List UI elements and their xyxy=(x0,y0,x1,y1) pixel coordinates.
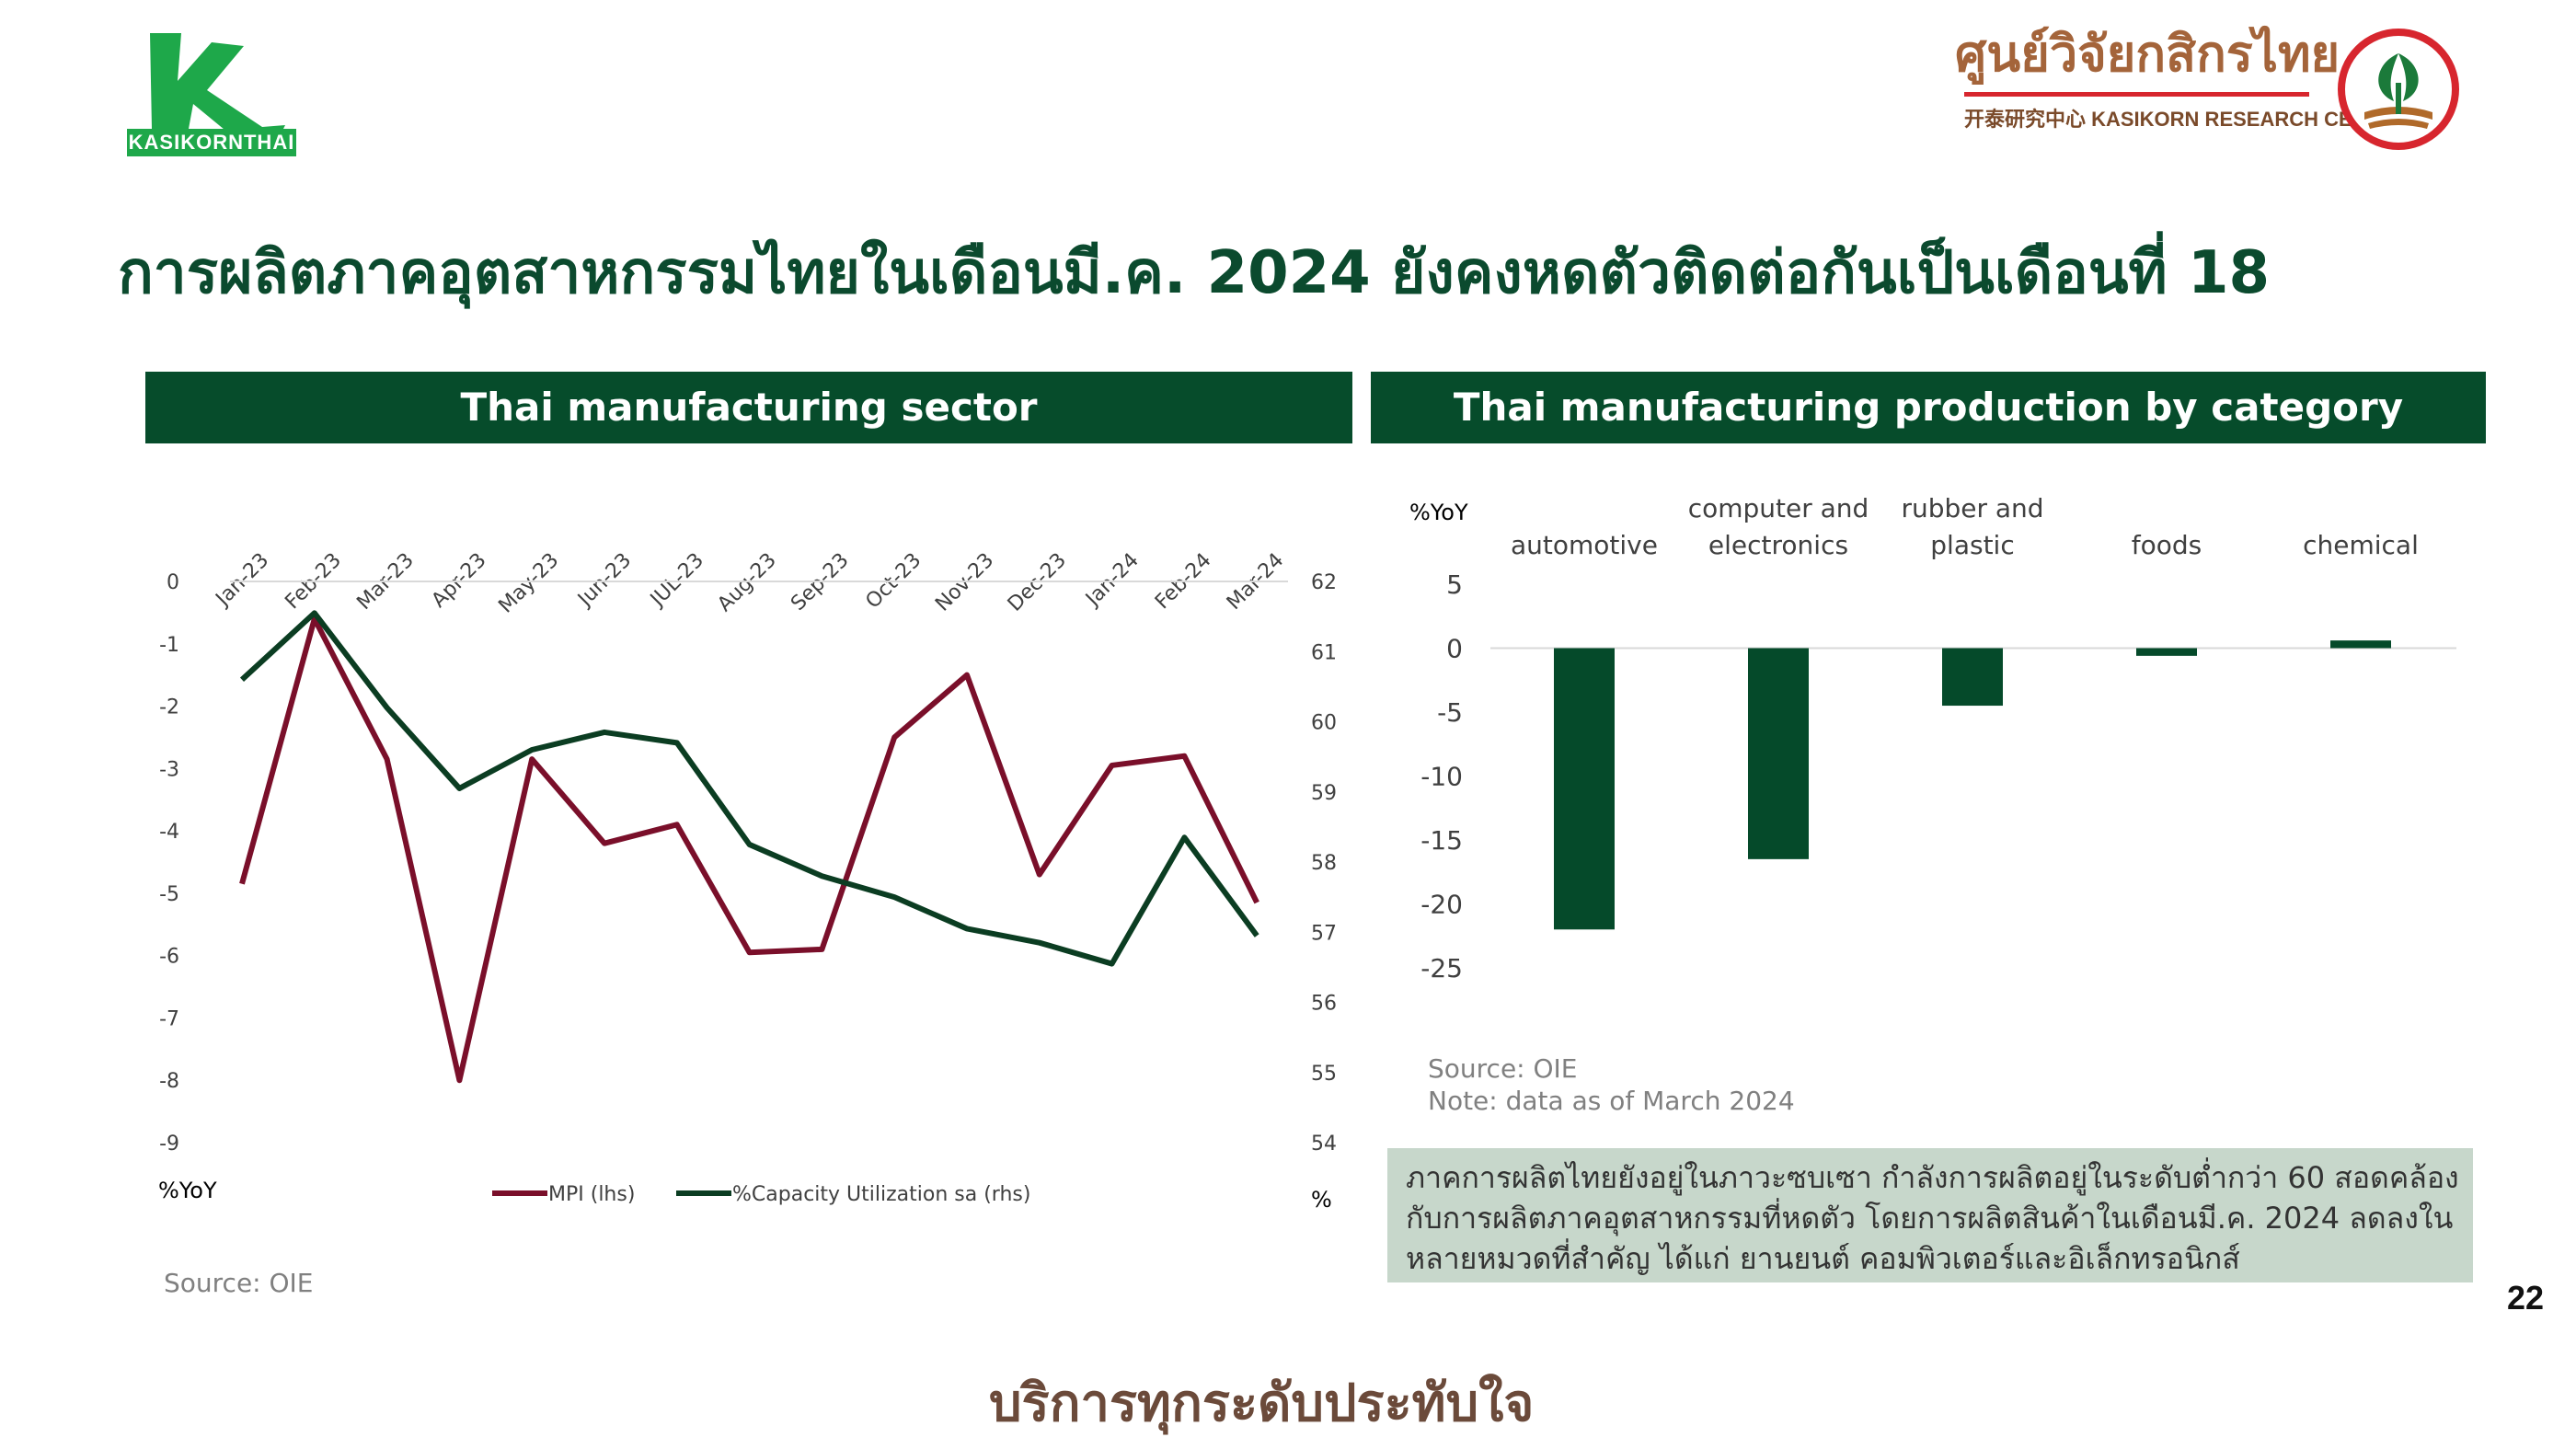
right-panel-header: Thai manufacturing production by categor… xyxy=(1371,372,2486,443)
bar-tick-label: -20 xyxy=(1420,890,1463,920)
right-data-note: Note: data as of March 2024 xyxy=(1428,1086,1795,1116)
bar xyxy=(2330,640,2391,649)
x-tick-label: Aug-23 xyxy=(713,549,780,616)
bar-category-label: computer and xyxy=(1688,493,1869,523)
krc-logo-divider xyxy=(1964,92,2309,97)
bar-tick-label: -25 xyxy=(1420,953,1463,983)
right-tick-label: 60 xyxy=(1311,712,1337,735)
x-tick-label: Nov-23 xyxy=(931,549,998,616)
legend-mpi-label: MPI (lhs) xyxy=(548,1183,635,1206)
manufacturing-line-chart: Jan-23 Feb-23 Mar-23 Apr-23 May-23 Jun-23 JUL-… xyxy=(158,549,1337,1213)
summary-box xyxy=(1387,1148,2473,1282)
page-number: 22 xyxy=(2507,1279,2545,1317)
x-tick-label: Dec-23 xyxy=(1004,549,1071,616)
x-tick-label: Jan-23 xyxy=(211,549,273,612)
mpi-line xyxy=(239,615,1259,1084)
left-tick-label: 0 xyxy=(167,571,179,594)
bar-category-label: rubber and xyxy=(1901,493,2043,523)
right-axis-ticks: 62 61 60 59 58 57 56 55 54 xyxy=(1311,571,1337,1156)
bar-y-axis-ticks: 5 0 -5 -10 -15 -20 -25 xyxy=(1420,569,1463,983)
bar-category-label: electronics xyxy=(1708,530,1848,560)
left-axis-label: %YoY xyxy=(158,1178,217,1203)
legend-capacity-label: %Capacity Utilization sa (rhs) xyxy=(732,1183,1030,1206)
bar xyxy=(1748,648,1809,859)
left-tick-label: -5 xyxy=(159,883,179,906)
x-tick-label: Jan-24 xyxy=(1080,549,1143,612)
left-tick-label: -4 xyxy=(159,821,179,844)
bar xyxy=(1942,648,2003,707)
x-tick-label: May-23 xyxy=(494,549,563,618)
right-tick-label: 59 xyxy=(1311,782,1337,805)
x-axis-labels: Jan-23 Feb-23 Mar-23 Apr-23 May-23 Jun-23 JUL-… xyxy=(211,549,1289,618)
bar-tick-label: 0 xyxy=(1446,634,1463,664)
left-tick-label: -7 xyxy=(159,1007,179,1030)
left-tick-label: -9 xyxy=(159,1133,179,1156)
line-chart-legend: MPI (lhs) %Capacity Utilization sa (rhs) xyxy=(492,1183,1030,1206)
x-tick-label: Jun-23 xyxy=(572,549,636,613)
left-panel-header: Thai manufacturing sector xyxy=(145,372,1352,443)
bar xyxy=(2136,648,2197,656)
bars xyxy=(1554,640,2391,930)
kasikornthai-logo-icon xyxy=(150,33,285,138)
left-axis-ticks: 0 -1 -2 -3 -4 -5 -6 -7 -8 -9 xyxy=(159,571,179,1156)
bar-tick-label: -15 xyxy=(1420,825,1463,856)
bar-category-label: plastic xyxy=(1930,530,2014,560)
left-tick-label: -3 xyxy=(159,758,179,781)
left-tick-label: -6 xyxy=(159,946,179,969)
right-source-note: Source: OIE xyxy=(1428,1053,1578,1084)
bar-category-label: automotive xyxy=(1511,530,1658,560)
right-tick-label: 58 xyxy=(1311,852,1337,875)
bar-tick-label: 5 xyxy=(1446,569,1463,600)
kasikornthai-logo-text: KASIKORNTHAI xyxy=(127,129,296,156)
krc-logo-thai-name: ศูนย์วิจัยกสิกรไทย xyxy=(1955,25,2340,83)
page-title: การผลิตภาคอุตสาหกรรมไทยในเดือนมี.ค. 2024… xyxy=(118,239,2271,307)
production-by-category-bar-chart: %YoY automotive computer and electronics ru… xyxy=(1409,493,2456,983)
bar-category-label: foods xyxy=(2132,530,2202,560)
right-axis-label: % xyxy=(1311,1187,1332,1213)
bar-tick-label: -5 xyxy=(1437,697,1463,728)
footer-slogan: บริการทุกระดับประทับใจ xyxy=(989,1374,1535,1433)
right-tick-label: 55 xyxy=(1311,1063,1337,1086)
left-tick-label: -1 xyxy=(159,634,179,657)
right-tick-label: 57 xyxy=(1311,922,1337,945)
left-tick-label: -2 xyxy=(159,696,179,719)
bar-category-label: chemical xyxy=(2303,530,2419,560)
bar-tick-label: -10 xyxy=(1420,762,1463,792)
left-source-note: Source: OIE xyxy=(164,1268,314,1298)
kasikorn-seal-icon xyxy=(2338,29,2459,150)
right-tick-label: 54 xyxy=(1311,1133,1337,1156)
capacity-line xyxy=(239,610,1259,967)
right-tick-label: 61 xyxy=(1311,641,1337,664)
bar xyxy=(1554,648,1615,930)
right-tick-label: 62 xyxy=(1311,571,1337,594)
summary-text: ภาคการผลิตไทยยังอยู่ในภาวะซบเซา กำลังการ… xyxy=(1406,1160,2459,1276)
left-tick-label: -8 xyxy=(159,1070,179,1093)
bar-category-labels: automotive computer and electronics rubber … xyxy=(1511,493,2419,560)
right-tick-label: 56 xyxy=(1311,993,1337,1016)
bar-y-axis-label: %YoY xyxy=(1409,500,1468,525)
krc-logo-english-name: 开泰研究中心 KASIKORN RESEARCH CENTER xyxy=(1964,108,2408,131)
